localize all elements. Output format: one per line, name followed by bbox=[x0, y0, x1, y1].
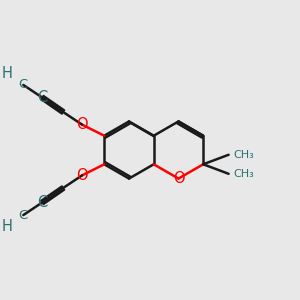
Text: O: O bbox=[173, 171, 184, 186]
Text: O: O bbox=[76, 168, 88, 183]
Text: C: C bbox=[37, 195, 47, 210]
Text: CH₃: CH₃ bbox=[233, 169, 254, 179]
Text: H: H bbox=[2, 219, 13, 234]
Text: O: O bbox=[76, 117, 88, 132]
Text: C: C bbox=[19, 208, 28, 222]
Text: C: C bbox=[19, 78, 28, 92]
Text: CH₃: CH₃ bbox=[233, 150, 254, 160]
Text: H: H bbox=[2, 66, 13, 81]
Text: C: C bbox=[37, 90, 47, 105]
